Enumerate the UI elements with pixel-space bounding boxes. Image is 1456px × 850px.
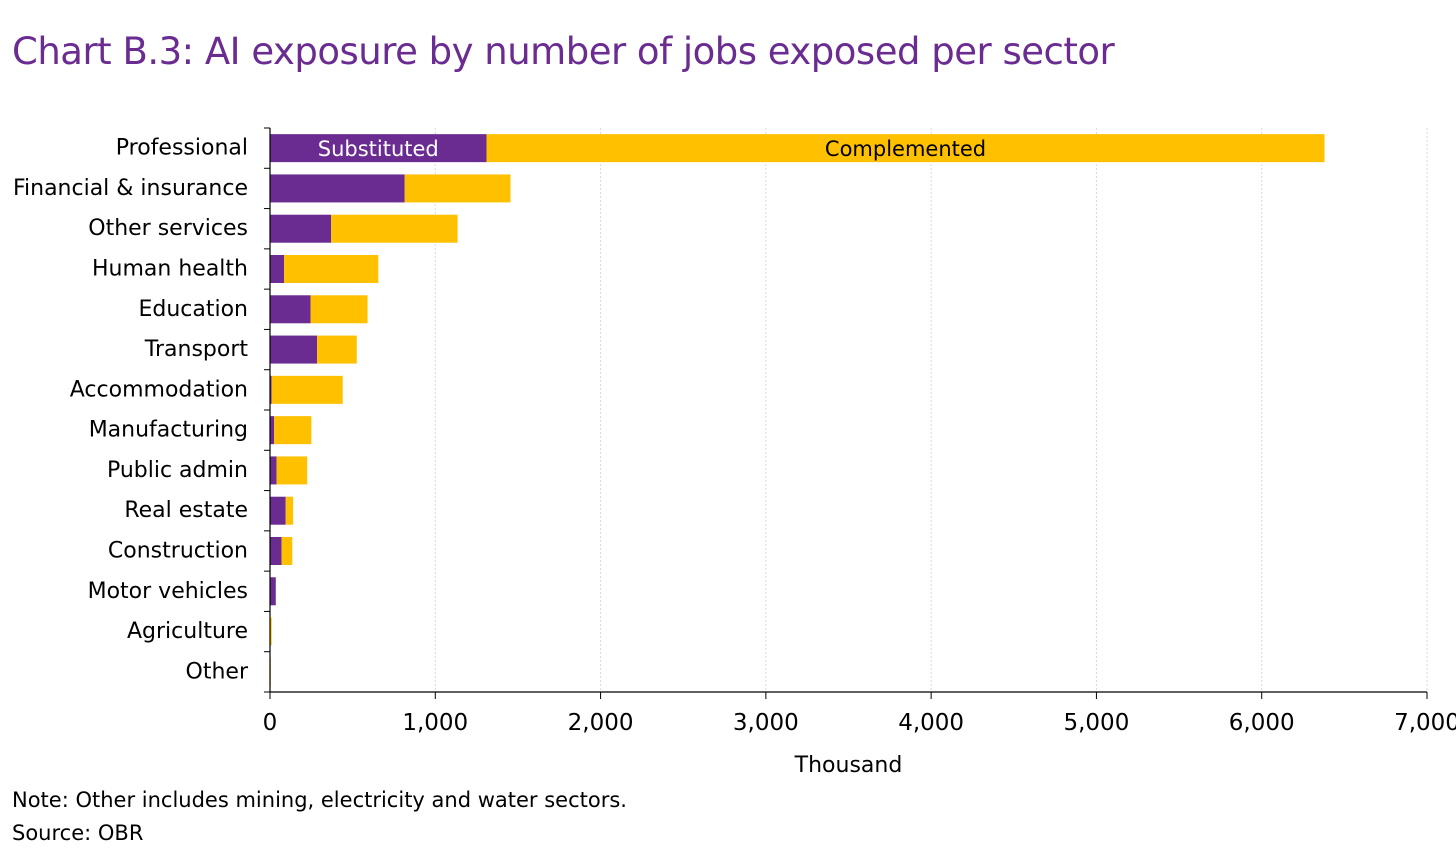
category-label-12: Agriculture	[127, 619, 248, 644]
category-label-4: Education	[138, 297, 248, 322]
chart-note: Note: Other includes mining, electricity…	[12, 788, 627, 812]
series-label-complemented: Complemented	[825, 137, 986, 161]
x-tick-label-1: 1,000	[402, 710, 468, 736]
chart-source: Source: OBR	[12, 821, 144, 845]
series-label-substituted: Substituted	[318, 137, 439, 161]
category-label-5: Transport	[144, 337, 249, 362]
category-label-10: Construction	[108, 539, 248, 564]
category-label-9: Real estate	[124, 498, 248, 523]
x-tick-label-4: 4,000	[898, 710, 964, 736]
bar-substituted-2	[270, 214, 332, 243]
bar-complemented-6	[271, 375, 343, 404]
category-label-1: Financial & insurance	[13, 176, 248, 201]
bar-complemented-3	[284, 255, 379, 283]
bar-substituted-8	[270, 456, 277, 485]
bar-substituted-7	[270, 416, 275, 445]
bar-substituted-11	[270, 577, 276, 606]
bar-complemented-12	[270, 617, 272, 646]
category-label-8: Public admin	[107, 458, 248, 483]
bar-complemented-1	[404, 174, 511, 203]
category-label-7: Manufacturing	[89, 418, 248, 443]
bars	[270, 134, 1325, 686]
category-label-11: Motor vehicles	[88, 579, 248, 604]
category-label-13: Other	[186, 659, 249, 684]
bar-substituted-4	[270, 295, 311, 324]
category-label-0: Professional	[116, 136, 248, 161]
x-tick-label-2: 2,000	[568, 710, 634, 736]
stacked-bar-chart: Professional Financial & insurance Other s…	[13, 127, 1456, 778]
bar-substituted-3	[270, 255, 285, 283]
bar-substituted-1	[270, 174, 405, 203]
bar-complemented-7	[274, 416, 312, 445]
x-tick-label-6: 6,000	[1229, 710, 1295, 736]
labels: Professional Financial & insurance Other s…	[13, 136, 1456, 778]
bar-complemented-5	[317, 335, 357, 364]
bar-complemented-0	[486, 134, 1325, 163]
category-label-3: Human health	[92, 257, 248, 282]
bar-substituted-0	[270, 134, 487, 163]
x-tick-label-0: 0	[263, 710, 278, 736]
category-label-2: Other services	[88, 216, 248, 241]
bar-complemented-2	[331, 214, 458, 243]
bar-complemented-4	[310, 295, 368, 324]
bar-complemented-10	[281, 537, 293, 565]
grid-lines	[434, 128, 1428, 692]
bar-substituted-9	[270, 496, 286, 525]
axes	[264, 127, 1428, 699]
bar-complemented-9	[285, 496, 294, 525]
bar-substituted-10	[270, 537, 282, 565]
bar-substituted-6	[270, 375, 272, 404]
x-tick-label-5: 5,000	[1063, 710, 1129, 736]
x-tick-label-3: 3,000	[733, 710, 799, 736]
x-tick-label-7: 7,000	[1394, 710, 1456, 736]
chart-title: Chart B.3: AI exposure by number of jobs…	[12, 30, 1115, 73]
x-axis-title: Thousand	[794, 753, 903, 778]
bar-complemented-8	[276, 456, 308, 485]
bar-substituted-5	[270, 335, 318, 364]
category-label-6: Accommodation	[70, 377, 248, 402]
